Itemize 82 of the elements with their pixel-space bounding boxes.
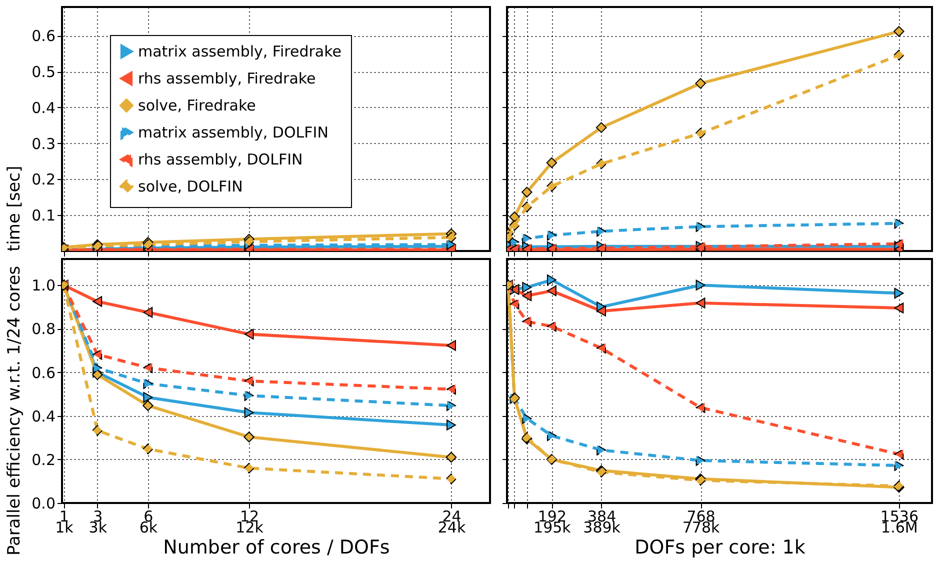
point (546, 157, 558, 168)
legend-label: rhs assembly, Firedrake (138, 70, 316, 88)
y-tick-label: 0.6 (32, 364, 56, 382)
point (546, 320, 556, 332)
point (522, 201, 532, 212)
y-tick-label: 0.0 (32, 494, 56, 512)
x-axis-title: Number of cores / DOFs (163, 536, 390, 558)
point (143, 392, 153, 403)
point (696, 298, 706, 308)
point (596, 158, 607, 170)
point (510, 298, 520, 310)
point (244, 390, 254, 401)
point (894, 26, 904, 37)
point (695, 128, 706, 139)
y-axis-title: Parallel efficiency w.r.t. 1/24 cores (4, 266, 25, 556)
y-tick-label: 0.3 (32, 134, 56, 153)
y-tick-label: 0.2 (32, 450, 56, 469)
point (244, 407, 254, 418)
y-tick-label: 0.4 (32, 407, 56, 426)
y-tick-label: 0.5 (32, 63, 56, 82)
point (546, 274, 556, 286)
point (446, 473, 457, 484)
legend-label: matrix assembly, DOLFIN (138, 124, 328, 142)
point (143, 307, 153, 318)
point (142, 400, 154, 411)
y-tick-label: 0.4 (32, 98, 56, 117)
point (596, 444, 606, 456)
y-axis-title: time [sec] (4, 166, 25, 252)
point (894, 50, 904, 60)
point (596, 342, 606, 354)
legend-label: rhs assembly, DOLFIN (138, 150, 303, 168)
legend-label: solve, Firedrake (138, 96, 256, 114)
point (546, 285, 556, 296)
point (522, 186, 532, 198)
point (546, 230, 556, 241)
point (522, 233, 532, 244)
point (522, 316, 532, 327)
point (695, 78, 706, 89)
point (446, 400, 456, 411)
y-tick-label: 0.1 (32, 206, 56, 225)
point (143, 378, 153, 389)
point (92, 296, 102, 307)
point (446, 340, 456, 351)
point (696, 221, 706, 232)
point (546, 430, 556, 442)
point (143, 362, 153, 374)
point (509, 212, 520, 222)
point (596, 306, 606, 316)
point (92, 349, 102, 360)
x-axis-title: DOFs per core: 1k (634, 536, 806, 558)
point (509, 220, 520, 231)
y-tick-label: 1.0 (32, 276, 56, 295)
point (244, 376, 254, 386)
point (244, 432, 254, 442)
point (894, 288, 904, 299)
point (244, 328, 254, 340)
point (696, 402, 706, 413)
point (894, 448, 904, 460)
legend-label: solve, DOLFIN (138, 178, 243, 196)
point (546, 181, 558, 192)
point (894, 302, 904, 314)
point (244, 462, 254, 474)
point (522, 282, 532, 293)
y-tick-label: 0.6 (32, 27, 56, 46)
y-tick-label: 0.2 (32, 170, 56, 189)
point (696, 280, 706, 291)
point (596, 122, 607, 133)
point (894, 460, 904, 471)
point (894, 218, 904, 229)
legend-label: matrix assembly, Firedrake (138, 42, 342, 60)
point (596, 226, 606, 237)
point (92, 362, 102, 374)
point (522, 290, 532, 302)
point (142, 444, 154, 454)
point (522, 413, 532, 424)
point (696, 455, 706, 466)
point (446, 420, 456, 430)
point (446, 452, 457, 463)
y-tick-label: 0.8 (32, 320, 56, 338)
point (92, 369, 103, 380)
point (92, 425, 103, 436)
point (446, 384, 456, 395)
